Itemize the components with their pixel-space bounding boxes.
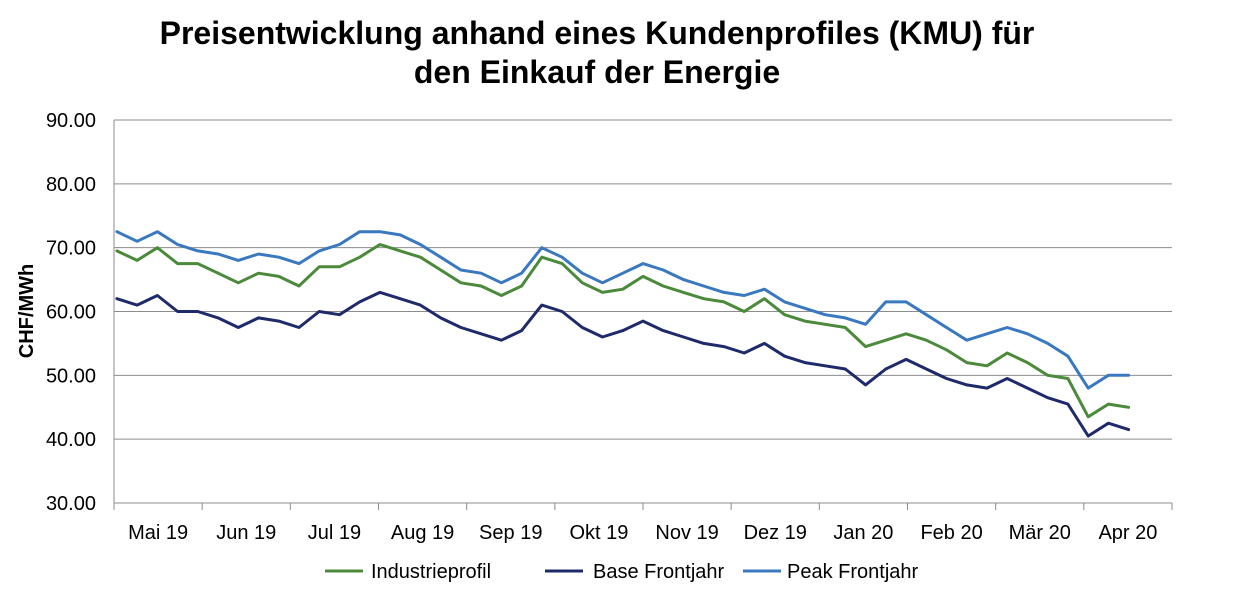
legend-item-base-frontjahr: Base Frontjahr <box>545 561 725 583</box>
x-tick-label: Apr 20 <box>1098 522 1157 544</box>
chart-title-line-2: den Einkauf der Energie <box>414 54 780 90</box>
axes: 30.00 40.00 50.00 60.00 70.00 80.00 90.00 Mai 1… <box>46 110 1173 544</box>
y-tick-label: 60.00 <box>46 302 96 324</box>
x-tick-label: Jul 19 <box>308 522 361 544</box>
x-tick-label: Mär 20 <box>1009 522 1071 544</box>
series-line-industrieprofil <box>115 243 1131 419</box>
legend-item-peak-frontjahr: Peak Frontjahr <box>743 561 919 583</box>
y-tick-label: 30.00 <box>46 493 96 515</box>
y-tick-label: 90.00 <box>46 110 96 132</box>
x-tick-label: Feb 20 <box>920 522 982 544</box>
x-tick-label: Okt 19 <box>569 522 628 544</box>
x-tick-label: Jan 20 <box>833 522 893 544</box>
legend: Industrieprofil Base Frontjahr Peak Frontj… <box>325 561 919 583</box>
legend-label: Peak Frontjahr <box>787 561 919 583</box>
series-lines <box>115 230 1131 438</box>
legend-item-industrieprofil: Industrieprofil <box>325 561 491 583</box>
legend-label: Base Frontjahr <box>593 561 725 583</box>
series-line-base-frontjahr <box>115 290 1131 438</box>
x-tick-label: Nov 19 <box>655 522 718 544</box>
y-axis-label: CHF/MWh <box>16 264 38 358</box>
gridlines <box>114 119 1172 440</box>
y-tick-label: 80.00 <box>46 174 96 196</box>
legend-label: Industrieprofil <box>371 561 491 583</box>
series-line-peak-frontjahr <box>115 230 1131 390</box>
y-tick-label: 70.00 <box>46 238 96 260</box>
x-tick-label: Sep 19 <box>479 522 542 544</box>
y-tick-label: 40.00 <box>46 429 96 451</box>
x-tick-label: Aug 19 <box>391 522 454 544</box>
y-tick-label: 50.00 <box>46 365 96 387</box>
x-tick-label: Jun 19 <box>216 522 276 544</box>
x-tick-label: Dez 19 <box>744 522 807 544</box>
chart-title-line-1: Preisentwicklung anhand eines Kundenprof… <box>160 15 1035 51</box>
x-tick-label: Mai 19 <box>128 522 188 544</box>
